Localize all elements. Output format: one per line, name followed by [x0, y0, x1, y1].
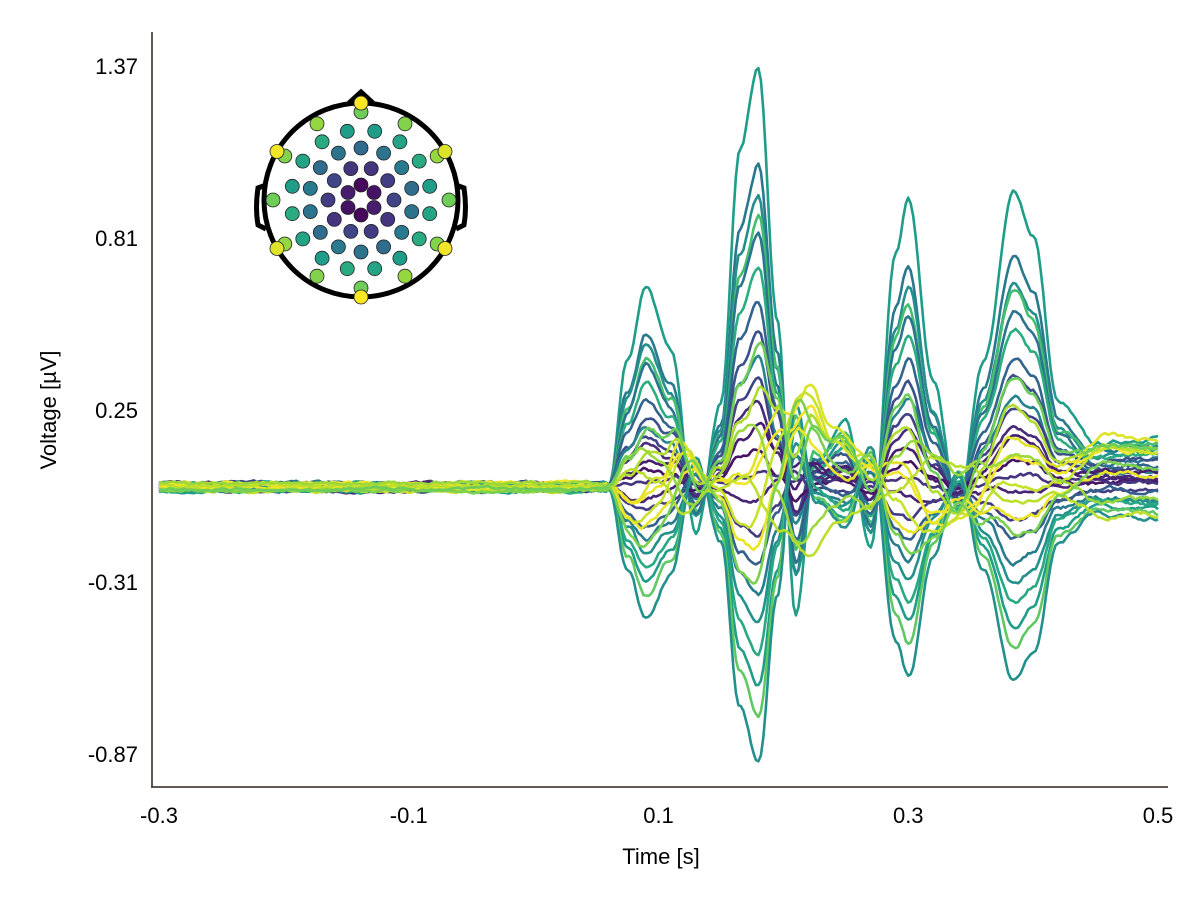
electrode	[295, 231, 311, 247]
electrode	[363, 161, 379, 177]
y-tick-label: 0.81	[95, 226, 138, 251]
x-ticks: -0.3 -0.1 0.1 0.3 0.5	[140, 803, 1173, 828]
electrode	[422, 206, 438, 222]
series-line-ch31	[158, 398, 1158, 585]
y-tick-label: -0.87	[88, 742, 138, 767]
electrode	[295, 153, 311, 169]
y-tick-label: -0.31	[88, 570, 138, 595]
electrode	[343, 223, 359, 239]
series-line-ch29	[158, 455, 1159, 558]
electrode	[411, 153, 427, 169]
electrode	[367, 123, 383, 139]
electrode	[397, 116, 413, 132]
series-line-ch32	[158, 341, 1159, 514]
electrode	[312, 160, 328, 176]
x-tick-label: -0.3	[140, 803, 178, 828]
x-tick-label: 0.1	[643, 803, 674, 828]
electrode	[437, 144, 453, 159]
electrode	[363, 223, 379, 239]
electrode	[394, 224, 410, 240]
electrode	[340, 185, 356, 200]
electrode	[353, 244, 369, 260]
electrode	[353, 289, 369, 305]
electrode	[366, 200, 382, 215]
topoplot-head	[254, 88, 468, 305]
left-ear-icon	[254, 182, 268, 232]
electrode	[343, 161, 359, 177]
electrode	[309, 268, 325, 284]
series-lines	[158, 66, 1159, 763]
electrode	[353, 140, 369, 156]
electrode	[411, 231, 427, 247]
electrode	[326, 173, 342, 189]
electrode	[269, 241, 285, 256]
electrode	[339, 123, 355, 139]
electrode	[302, 180, 318, 196]
electrode	[392, 134, 408, 150]
electrodes	[265, 95, 457, 305]
right-ear-icon	[454, 182, 468, 232]
electrode	[376, 239, 392, 255]
series-line-ch24	[158, 383, 1159, 527]
electrode	[422, 178, 438, 194]
electrode	[353, 177, 369, 193]
y-tick-label: 1.37	[95, 54, 138, 79]
electrode	[330, 145, 346, 161]
electrode	[376, 145, 392, 161]
electrode	[320, 192, 336, 208]
x-tick-label: 0.3	[893, 803, 924, 828]
electrode	[366, 185, 382, 200]
y-tick-label: 0.25	[95, 398, 138, 423]
electrode	[269, 144, 285, 159]
electrode	[380, 173, 396, 189]
electrode	[330, 239, 346, 255]
y-ticks: 1.37 0.81 0.25 -0.31 -0.87	[88, 54, 138, 767]
electrode	[265, 192, 281, 208]
electrode	[326, 211, 342, 227]
x-tick-label: -0.1	[390, 803, 428, 828]
x-axis-label: Time [s]	[622, 844, 699, 869]
electrode	[392, 250, 408, 266]
electrode	[314, 134, 330, 150]
electrode	[353, 207, 369, 223]
electrode	[353, 95, 369, 111]
electrode	[284, 206, 300, 222]
electrode	[339, 261, 355, 277]
electrode	[397, 268, 413, 284]
electrode	[302, 204, 318, 220]
electrode	[437, 241, 453, 256]
electrode	[309, 116, 325, 132]
nose-icon	[347, 88, 375, 105]
series-line-ch30	[158, 423, 1159, 545]
electrode	[394, 160, 410, 176]
x-tick-label: 0.5	[1143, 803, 1174, 828]
electrode	[386, 192, 402, 208]
electrode	[404, 204, 420, 220]
electrode	[367, 261, 383, 277]
electrode	[314, 250, 330, 266]
electrode	[340, 200, 356, 215]
electrode	[284, 178, 300, 194]
electrode	[312, 224, 328, 240]
electrode	[380, 211, 396, 227]
electrode	[404, 180, 420, 196]
electrode	[441, 192, 457, 208]
y-axis-label: Voltage [µV]	[36, 350, 61, 469]
head-outline	[261, 100, 461, 300]
